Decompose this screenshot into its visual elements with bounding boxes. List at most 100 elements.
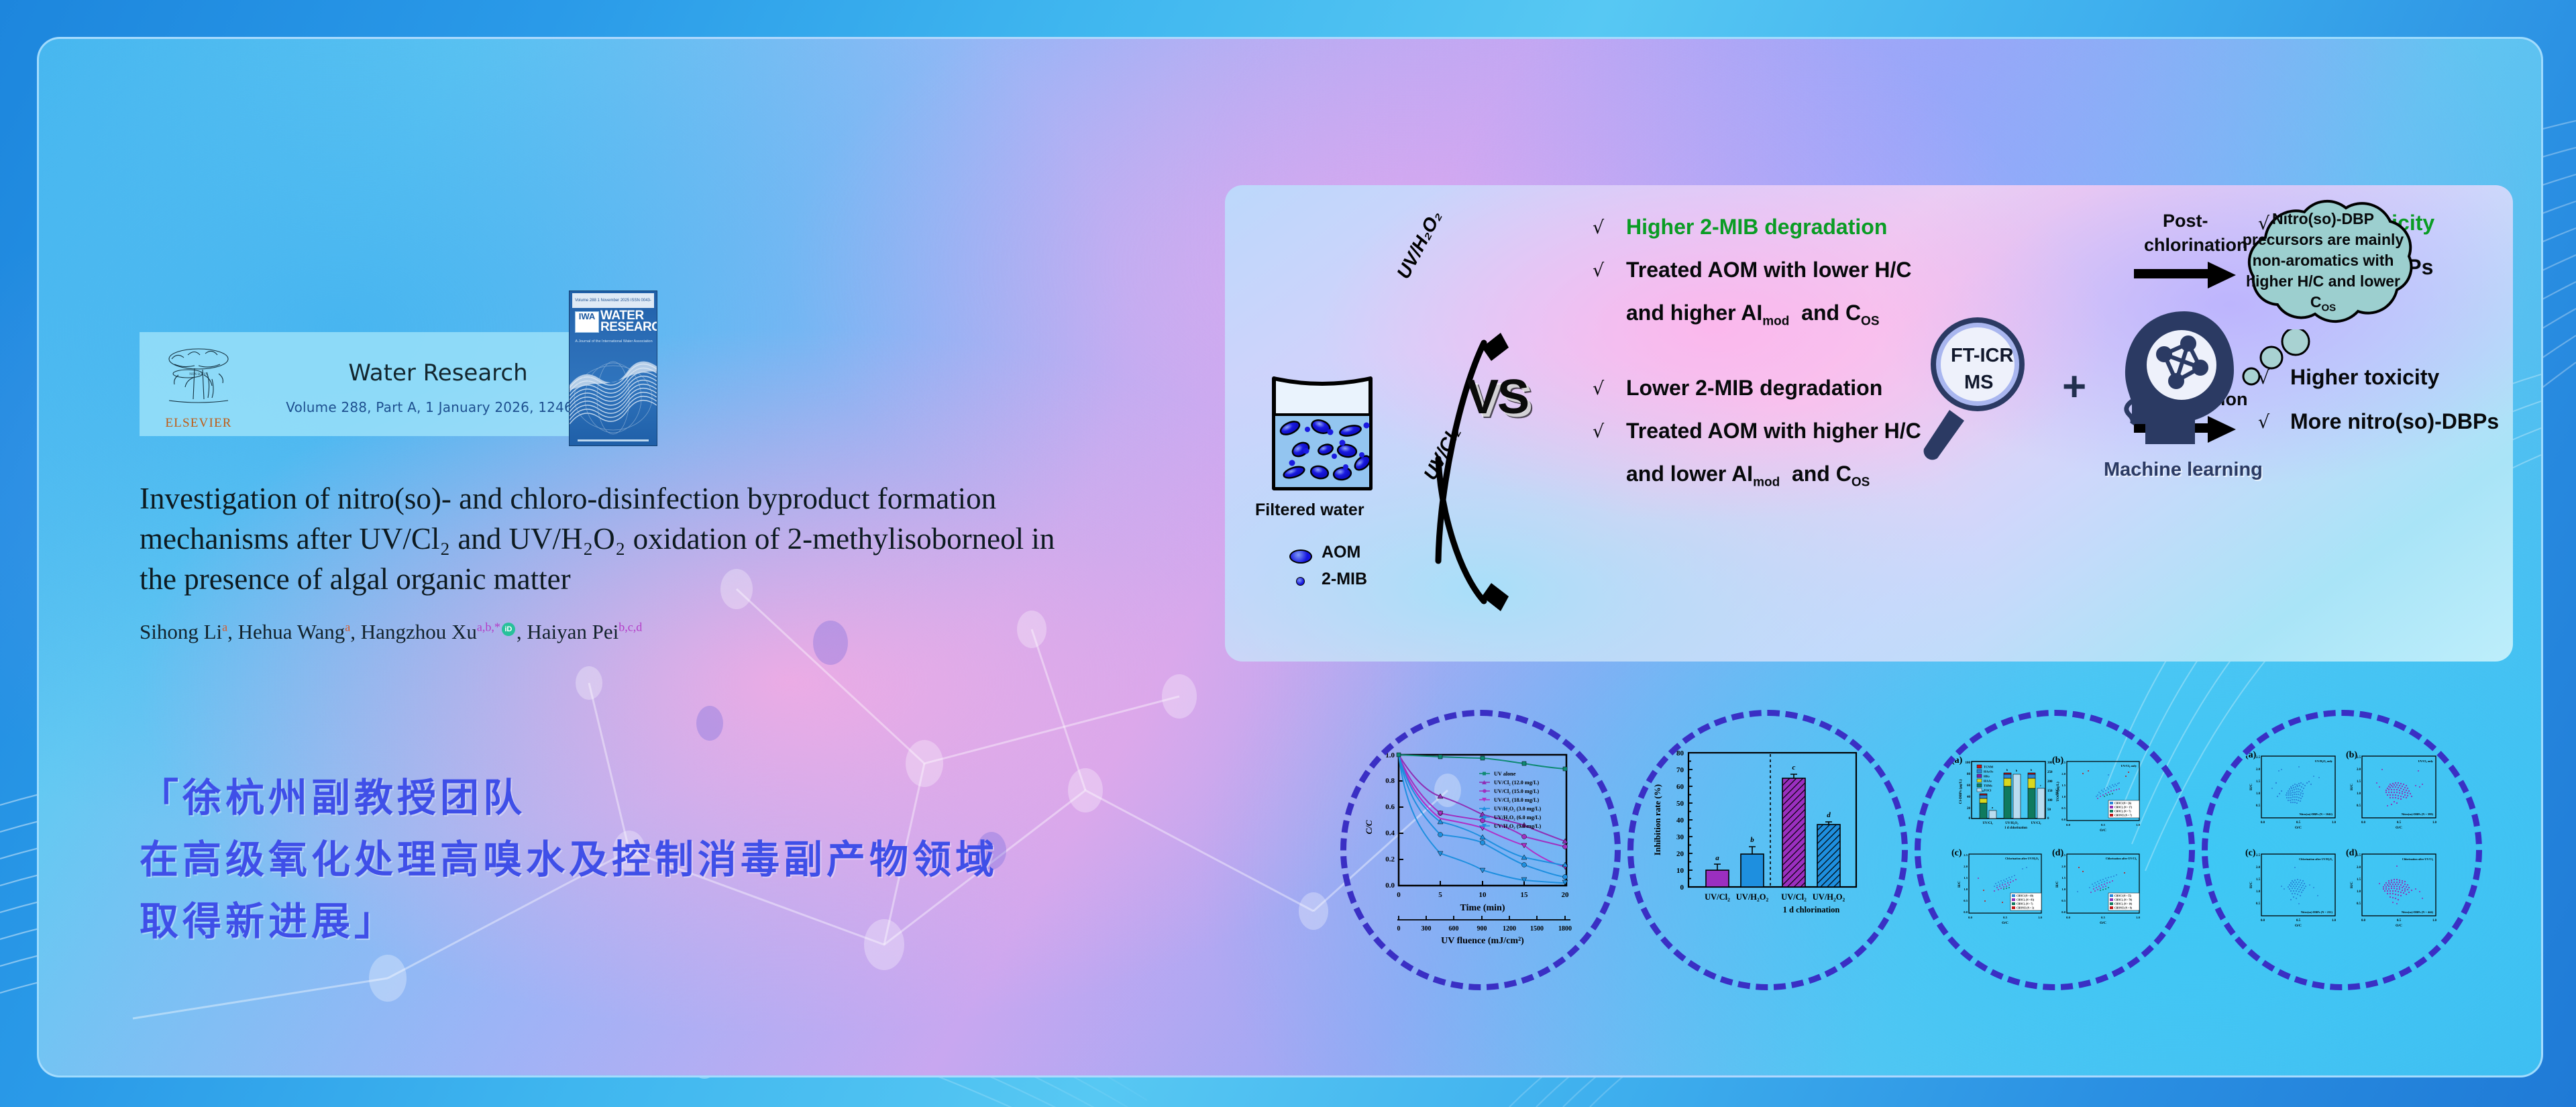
- post-chlorination-label-top-1: Post-: [2163, 211, 2208, 231]
- chart-nitroso-dbps-panels: (a) 2.5 2.0 1.5 1.0 0.5 0.0 0.5 1.0 O/C H/C UV…: [2245, 750, 2437, 928]
- svg-text:0.6: 0.6: [1385, 803, 1395, 811]
- svg-text:Time (min): Time (min): [1460, 903, 1505, 913]
- svg-text:1 d chlorination: 1 d chlorination: [2004, 827, 2027, 830]
- svg-text:Chlorination after UV/H₂O₂: Chlorination after UV/H₂O₂: [2299, 857, 2333, 861]
- headline-line-2: 在高级氧化处理高嗅水及控制消毒副产物领域: [140, 829, 1280, 890]
- svg-text:O/C: O/C: [2396, 924, 2402, 928]
- bullet-check-icon: √: [1593, 378, 1605, 399]
- author-affil: a: [222, 620, 228, 634]
- arrow-right-icon-top: [2134, 262, 2236, 288]
- figure-thumbnail-degradation[interactable]: 1.0 0.8 0.6 0.4 0.2 0.0 0 5 10 15 20 Time (min): [1340, 710, 1621, 990]
- svg-text:40: 40: [1676, 816, 1684, 825]
- svg-text:0.2: 0.2: [1385, 855, 1395, 863]
- cover-iwa-logo: IWA: [575, 311, 599, 333]
- cloud-line-4: higher H/C and lower: [2245, 272, 2401, 290]
- bullet-bottom-3: and lower AImod and COS: [1626, 462, 1870, 490]
- mib-dot-icon: [1296, 577, 1305, 586]
- svg-text:b: b: [2031, 768, 2033, 772]
- chinese-headline: 「徐杭州副教授团队 在高级氧化处理高嗅水及控制消毒副产物领域 取得新进展」: [140, 767, 1280, 952]
- figure-thumbnail-cl-dbps[interactable]: (a) 100 80 60 40 20 0 300 250 200 150 100 50 0 Cl-D…: [1915, 710, 2195, 990]
- svg-text:80: 80: [1967, 773, 1971, 776]
- svg-text:60: 60: [1967, 784, 1971, 788]
- svg-text:Nitro(so)-DBPs (N = 231): Nitro(so)-DBPs (N = 231): [2301, 910, 2333, 914]
- svg-text:15: 15: [1521, 891, 1529, 899]
- svg-text:UV/Cl₂: UV/Cl₂: [1982, 822, 1993, 825]
- svg-text:c: c: [1792, 763, 1796, 772]
- svg-text:O/C: O/C: [2002, 921, 2008, 925]
- svg-text:2.0: 2.0: [2357, 768, 2361, 772]
- svg-text:H/C: H/C: [2350, 784, 2354, 790]
- conclusion-cloud-text: Nitro(so)-DBP precursors are mainly non-…: [2216, 209, 2430, 319]
- svg-text:Cl-DBPs (µg/L): Cl-DBPs (µg/L): [1958, 780, 1963, 804]
- svg-text:CHONCl (N = 3): CHONCl (N = 3): [2017, 907, 2035, 910]
- svg-text:b: b: [1750, 836, 1754, 844]
- svg-text:Nitro(so)-DBPs (N = 444): Nitro(so)-DBPs (N = 444): [2402, 910, 2434, 914]
- svg-text:TOCl: TOCl: [1984, 789, 1992, 792]
- cover-title: WATER RESEARCH: [600, 309, 657, 333]
- page-title: Investigation of nitro(so)- and chloro-d…: [140, 478, 1226, 599]
- author-name: Sihong Li: [140, 620, 223, 643]
- headline-line-3: 取得新进展」: [140, 890, 1280, 952]
- bullet-check-icon: √: [1593, 260, 1605, 281]
- orcid-icon[interactable]: iD: [501, 622, 515, 636]
- svg-text:1800: 1800: [1558, 925, 1572, 933]
- svg-text:900: 900: [1477, 925, 1487, 933]
- bullet-top-3: and higher AImod and COS: [1626, 301, 1880, 329]
- svg-text:1 d chlorination: 1 d chlorination: [1783, 905, 1840, 914]
- panel-b: (b) 2.5 2.0 1.5 1.0 0.5 0.0 0.5 1.0 O/C H/C UV…: [2346, 750, 2437, 830]
- svg-text:0.5: 0.5: [2296, 821, 2301, 825]
- paper-title-line1: Investigation of nitro(so)- and chloro-d…: [140, 482, 997, 515]
- instrument-label-line1: FT-ICR: [1951, 345, 2014, 366]
- svg-text:1.0: 1.0: [2061, 888, 2065, 891]
- figure-thumbnail-inhibition[interactable]: 80 70 60 50 40 30 20 10 0 Inhibition rate (%): [1627, 710, 1908, 990]
- svg-text:CHOCl₃ (N = 7): CHOCl₃ (N = 7): [2114, 810, 2131, 813]
- svg-text:0: 0: [1969, 817, 1971, 821]
- beaker-caption: Filtered water: [1255, 500, 1364, 519]
- svg-text:UV fluence (mJ/cm²): UV fluence (mJ/cm²): [1441, 936, 1524, 946]
- svg-text:2.0: 2.0: [2256, 866, 2261, 869]
- svg-text:(c): (c): [1951, 848, 1962, 858]
- svg-text:1.0: 1.0: [2432, 919, 2437, 922]
- svg-text:0.5: 0.5: [2003, 916, 2007, 919]
- svg-text:0.5: 0.5: [2101, 823, 2105, 827]
- svg-text:O/C: O/C: [2396, 826, 2402, 830]
- svg-text:30: 30: [1676, 833, 1684, 841]
- svg-text:60: 60: [1676, 783, 1684, 791]
- cover-subtitle: A Journal of the International Water Ass…: [575, 339, 653, 344]
- svg-text:CHONCl (N = 7): CHONCl (N = 7): [2114, 814, 2133, 817]
- cover-top-strip: Volume 288 1 November 2025 ISSN 0043-135…: [572, 293, 654, 317]
- thought-bubble-dots-icon: [2242, 329, 2310, 386]
- svg-text:UV/H₂O₂: UV/H₂O₂: [1813, 892, 1845, 902]
- svg-text:1.5: 1.5: [1964, 876, 1968, 880]
- cloud-line-1: Nitro(so)-DBP: [2271, 210, 2375, 227]
- svg-text:1.0: 1.0: [2038, 916, 2042, 919]
- svg-text:0.5: 0.5: [2256, 804, 2261, 808]
- svg-text:HAAs: HAAs: [1984, 780, 1992, 783]
- legend-label-mib: 2-MIB: [1322, 570, 1368, 588]
- svg-text:20: 20: [1676, 850, 1684, 858]
- svg-text:300: 300: [2047, 761, 2053, 765]
- headline-text-3: 取得新进展: [140, 898, 355, 944]
- paper-title-line2: mechanisms after UV/Cl₂ and UV/H₂O₂ oxid…: [140, 522, 1055, 556]
- figure-thumbnail-nitroso-dbps[interactable]: (a) 2.5 2.0 1.5 1.0 0.5 0.0 0.5 1.0 O/C H/C UV…: [2202, 710, 2482, 990]
- panel-a: (a) 2.5 2.0 1.5 1.0 0.5 0.0 0.5 1.0 O/C H/C UV…: [2245, 750, 2337, 830]
- vs-label: VS: [1466, 370, 1529, 424]
- svg-text:UV/H₂O₂ only: UV/H₂O₂ only: [2315, 759, 2333, 763]
- svg-text:1.0: 1.0: [2136, 916, 2140, 919]
- graphical-abstract-panel: Filtered water AOM 2-MIB VS UV/H₂O₂ UV/C…: [1225, 185, 2513, 662]
- svg-text:Nitro(so)-DBPs (N = 599): Nitro(so)-DBPs (N = 599): [2402, 812, 2434, 816]
- svg-text:UV/Cl₂: UV/Cl₂: [2031, 822, 2041, 825]
- poster-card: NON SOLVS ELSEVIER Water Research Volume…: [37, 37, 2543, 1077]
- svg-text:0.5: 0.5: [2061, 899, 2065, 902]
- svg-text:80: 80: [1676, 749, 1684, 757]
- svg-text:(d): (d): [2052, 848, 2063, 858]
- svg-text:UV/H₂O₂: UV/H₂O₂: [1736, 892, 1769, 902]
- svg-text:(a): (a): [2245, 750, 2257, 760]
- svg-text:0.0: 0.0: [2066, 916, 2070, 919]
- svg-text:CHOCl₂ (N = 17): CHOCl₂ (N = 17): [2114, 806, 2133, 809]
- svg-text:0.0: 0.0: [2061, 818, 2065, 821]
- svg-text:0.5: 0.5: [2296, 919, 2301, 922]
- svg-text:1.5: 1.5: [2061, 784, 2065, 787]
